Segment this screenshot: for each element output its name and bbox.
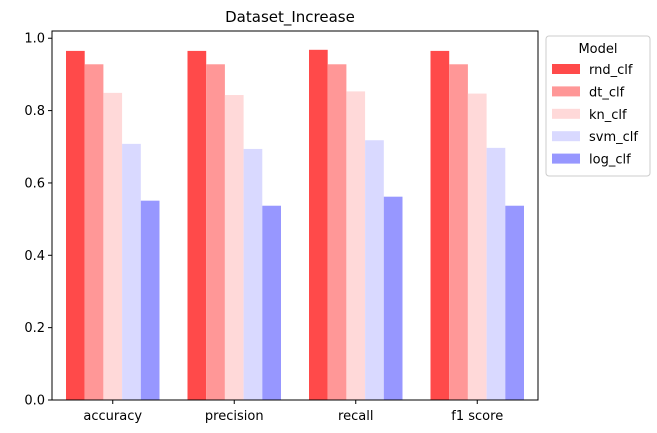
x-tick-label: recall: [338, 409, 373, 424]
y-tick-label: 0.8: [24, 104, 45, 119]
bar-log_clf-f1-score: [505, 205, 524, 400]
legend-label-rnd_clf: rnd_clf: [589, 63, 633, 78]
bar-log_clf-recall: [383, 196, 403, 400]
bar-svm_clf-precision: [243, 148, 263, 400]
bar-rnd_clf-recall: [309, 49, 328, 401]
bar-kn_clf-f1-score: [467, 93, 487, 400]
bar-log_clf-accuracy: [140, 200, 160, 400]
legend-label-kn_clf: kn_clf: [589, 108, 627, 123]
legend-label-dt_clf: dt_clf: [589, 85, 625, 100]
plot-frame: [51, 30, 539, 401]
y-axis: 0.0 0.2 0.4 0.6 0.8 1.0: [24, 32, 52, 409]
bar-svm_clf-recall: [365, 140, 384, 400]
legend-items: rnd_clf dt_clf kn_clf svm_clf log_clf: [552, 63, 638, 168]
legend-swatch-kn_clf: [552, 108, 580, 119]
legend-swatch-log_clf: [552, 153, 580, 164]
bar-kn_clf-recall: [346, 91, 366, 400]
bar-dt_clf-precision: [206, 64, 225, 400]
y-tick-label: 0.2: [24, 321, 45, 336]
legend-swatch-dt_clf: [552, 86, 580, 97]
bar-rnd_clf-precision: [187, 50, 207, 401]
x-tick-label: accuracy: [83, 409, 142, 424]
bar-log_clf-precision: [262, 205, 281, 400]
y-tick-label: 0.4: [24, 249, 45, 264]
x-tick-label: precision: [205, 409, 264, 424]
bars-group: [66, 49, 524, 401]
x-axis: accuracy precision recall f1 score: [83, 400, 503, 424]
legend: Model rnd_clf dt_clf kn_clf svm_clf log_clf: [545, 35, 651, 177]
bar-svm_clf-accuracy: [122, 143, 141, 400]
x-tick-label: f1 score: [451, 409, 503, 424]
legend-label-svm_clf: svm_clf: [589, 130, 638, 145]
bar-dt_clf-recall: [327, 64, 347, 400]
legend-title: Model: [578, 42, 617, 57]
bar-kn_clf-accuracy: [103, 92, 123, 401]
legend-swatch-svm_clf: [552, 131, 580, 142]
y-tick-label: 0.6: [24, 176, 45, 191]
bar-kn_clf-precision: [224, 95, 244, 400]
y-tick-label: 0.0: [24, 394, 45, 409]
bar-dt_clf-f1-score: [449, 64, 468, 400]
chart-title: Dataset_Increase: [225, 8, 355, 27]
y-tick-label: 1.0: [24, 32, 45, 47]
legend-swatch-rnd_clf: [552, 64, 580, 74]
bar-rnd_clf-accuracy: [66, 50, 85, 401]
bar-svm_clf-f1-score: [486, 147, 506, 400]
bar-rnd_clf-f1-score: [430, 50, 450, 401]
bar-dt_clf-accuracy: [84, 64, 104, 400]
legend-label-log_clf: log_clf: [589, 153, 631, 168]
